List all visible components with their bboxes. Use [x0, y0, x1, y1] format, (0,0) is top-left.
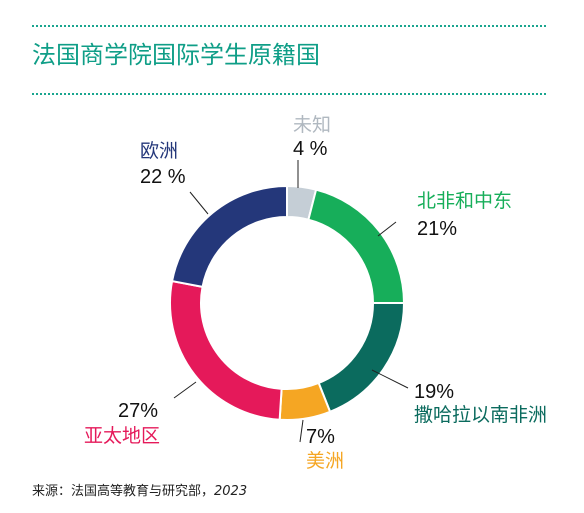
chart-title: 法国商学院国际学生原籍国	[32, 41, 320, 69]
slice-label-1: 北非和中东	[417, 190, 513, 212]
donut-slice-1	[307, 188, 406, 304]
slice-label-5: 欧洲	[140, 140, 179, 162]
donut-slice-2	[317, 302, 406, 414]
slice-value-1: 21%	[417, 218, 458, 240]
source-year: 2023	[214, 484, 248, 499]
slice-value-0: 4 %	[293, 138, 328, 160]
leader-line-2	[371, 369, 409, 389]
slice-value-4: 27%	[118, 400, 159, 422]
leader-line-5	[189, 191, 209, 215]
source-label: 来源：法国高等教育与研究部，	[32, 484, 215, 499]
donut-slice-4	[169, 279, 283, 421]
slice-value-5: 22 %	[140, 166, 186, 188]
leader-line-1	[377, 221, 397, 237]
donut-slice-5	[170, 184, 288, 289]
leader-line-3	[299, 419, 304, 443]
slice-value-3: 7%	[306, 426, 335, 448]
slice-label-0: 未知	[293, 114, 332, 136]
slice-label-2: 撒哈拉以南非洲	[414, 404, 548, 426]
slice-label-4: 亚太地区	[84, 425, 161, 447]
source-note: 来源：法国高等教育与研究部，2023	[32, 483, 247, 501]
slice-value-2: 19%	[414, 381, 455, 403]
top-dotted-rule	[32, 25, 546, 27]
slice-label-3: 美洲	[306, 450, 345, 472]
title-dotted-rule	[32, 93, 546, 95]
leader-line-4	[173, 381, 197, 399]
